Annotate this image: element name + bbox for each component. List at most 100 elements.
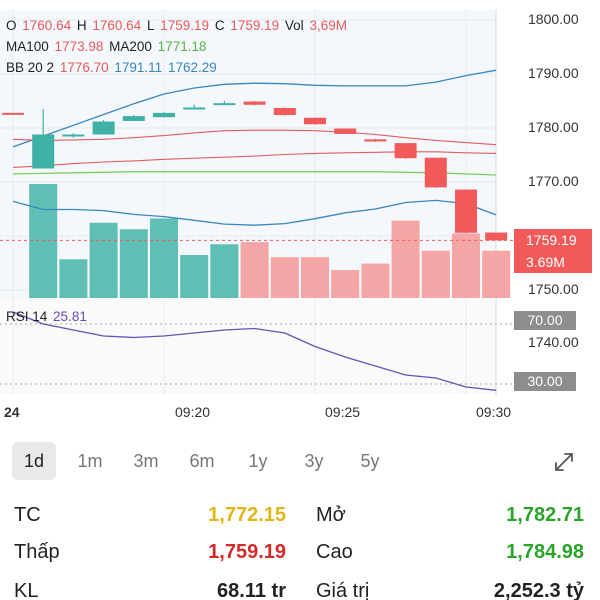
rsi-70-tag: 70.00 (514, 311, 576, 330)
candle-body (2, 112, 24, 115)
stats-panel: TC 1,772.15 Mở 1,782.71 Thấp 1,759.19 Ca… (0, 494, 600, 600)
price-chart[interactable]: O 1760.64 H 1760.64 L 1759.19 C 1759.19 … (0, 0, 600, 432)
tc-value: 1,772.15 (208, 504, 286, 526)
volume-bar (301, 257, 329, 298)
chart-canvas[interactable] (0, 0, 600, 432)
volume-bar (119, 229, 148, 298)
range-1m-button[interactable]: 1m (77, 451, 103, 471)
candle-body (424, 157, 447, 188)
low-price-value: 1,759.19 (208, 541, 286, 563)
ma100-value: 1773.98 (54, 39, 104, 54)
candle-body (334, 128, 357, 134)
y-tick-label: 1750.00 (528, 281, 579, 297)
volume-bar (331, 270, 360, 298)
bb-legend: BB 20 2 1776.70 1791.11 1762.29 (6, 60, 219, 75)
low-price-label: Thấp (14, 541, 60, 563)
rsi-30-tag: 30.00 (514, 372, 576, 391)
high-price-label: Cao (316, 541, 353, 563)
candle-body (153, 112, 175, 118)
x-tick-label: 09:25 (325, 404, 361, 420)
volume-bar (150, 218, 178, 298)
bb-upper-value: 1791.11 (114, 60, 163, 75)
volume-bar (421, 250, 450, 298)
vol-label: Vol (284, 18, 304, 33)
y-tick-label: 1770.00 (528, 173, 579, 189)
candle-body (62, 134, 85, 137)
value-label: Giá trị (316, 580, 370, 600)
candle-body (243, 101, 266, 105)
open-value: 1760.64 (22, 18, 72, 33)
y-tick-label: 1790.00 (528, 65, 579, 81)
candle-body (32, 134, 55, 169)
volume-bar (391, 220, 420, 298)
y-tick-label: 1780.00 (528, 119, 579, 135)
time-range-selector: 1d 1m 3m 6m 1y 3y 5y (0, 440, 600, 484)
open-label: O (6, 18, 17, 33)
volume-bar (180, 255, 209, 298)
value-value: 2,252.3 tỷ (493, 580, 584, 600)
candle-body (92, 121, 115, 135)
bb-lower-line (12, 199, 497, 226)
ma200-line (12, 171, 497, 176)
range-1d-button[interactable]: 1d (12, 442, 56, 480)
range-3m-button[interactable]: 3m (133, 451, 159, 471)
volume-bar (89, 222, 118, 298)
ma200-label: MA200 (109, 39, 152, 54)
vol-value: 3,69M (309, 18, 347, 33)
expand-icon[interactable] (552, 450, 576, 474)
high-price-value: 1,784.98 (506, 541, 584, 563)
ma100-label: MA100 (6, 39, 49, 54)
high-value: 1760.64 (92, 18, 142, 33)
y-tick-label: 1740.00 (528, 334, 579, 350)
candle-body (213, 103, 236, 106)
volume-bar (361, 263, 390, 298)
low-value: 1759.19 (160, 18, 210, 33)
range-3y-button[interactable]: 3y (304, 451, 324, 471)
volume-bar (270, 257, 299, 298)
bb-mid-line (12, 129, 497, 146)
rsi-line (12, 311, 497, 391)
volume-bar (240, 242, 269, 298)
x-tick-label: 24 (4, 404, 20, 420)
candle-body (455, 189, 477, 233)
ohlc-legend: O 1760.64 H 1760.64 L 1759.19 C 1759.19 … (6, 18, 349, 33)
candle-body (485, 232, 508, 241)
bb-lower-value: 1762.29 (167, 60, 217, 75)
low-label: L (146, 18, 155, 33)
last-price-tag: 1759.19 (514, 229, 592, 251)
range-1y-button[interactable]: 1y (248, 451, 268, 471)
y-tick-label: 1800.00 (528, 11, 579, 27)
volume-bar (482, 250, 511, 298)
candle-body (122, 116, 145, 121)
volume-bar (210, 244, 239, 298)
x-tick-label: 09:20 (175, 404, 211, 420)
volume-bar (59, 259, 88, 298)
rsi-legend: RSI 14 25.81 (6, 309, 89, 324)
rsi-label: RSI 14 (6, 309, 48, 324)
open-price-value: 1,782.71 (506, 504, 584, 526)
candle-body (394, 143, 417, 159)
ma200-value: 1771.18 (157, 39, 207, 54)
rsi-value: 25.81 (53, 309, 87, 324)
range-6m-button[interactable]: 6m (189, 451, 215, 471)
candle-body (304, 117, 326, 125)
candle-body (183, 107, 206, 110)
x-tick-label: 09:30 (476, 404, 512, 420)
ma-legend: MA100 1773.98 MA200 1771.18 (6, 39, 208, 54)
last-volume-tag: 3.69M (514, 251, 592, 273)
bb-upper-line (12, 69, 497, 148)
volume-label: KL (14, 580, 39, 600)
bb-mid-value: 1776.70 (59, 60, 109, 75)
range-5y-button[interactable]: 5y (360, 451, 380, 471)
high-label: H (76, 18, 87, 33)
volume-bar (452, 233, 480, 298)
volume-value: 68.11 tr (217, 580, 286, 600)
open-price-label: Mở (316, 504, 346, 526)
bb-label: BB 20 2 (6, 60, 55, 75)
candle-body (273, 108, 296, 116)
rsi-pane-bg (0, 298, 496, 394)
candle-body (364, 139, 387, 142)
close-label: C (214, 18, 225, 33)
close-value: 1759.19 (230, 18, 280, 33)
tc-label: TC (14, 504, 41, 526)
